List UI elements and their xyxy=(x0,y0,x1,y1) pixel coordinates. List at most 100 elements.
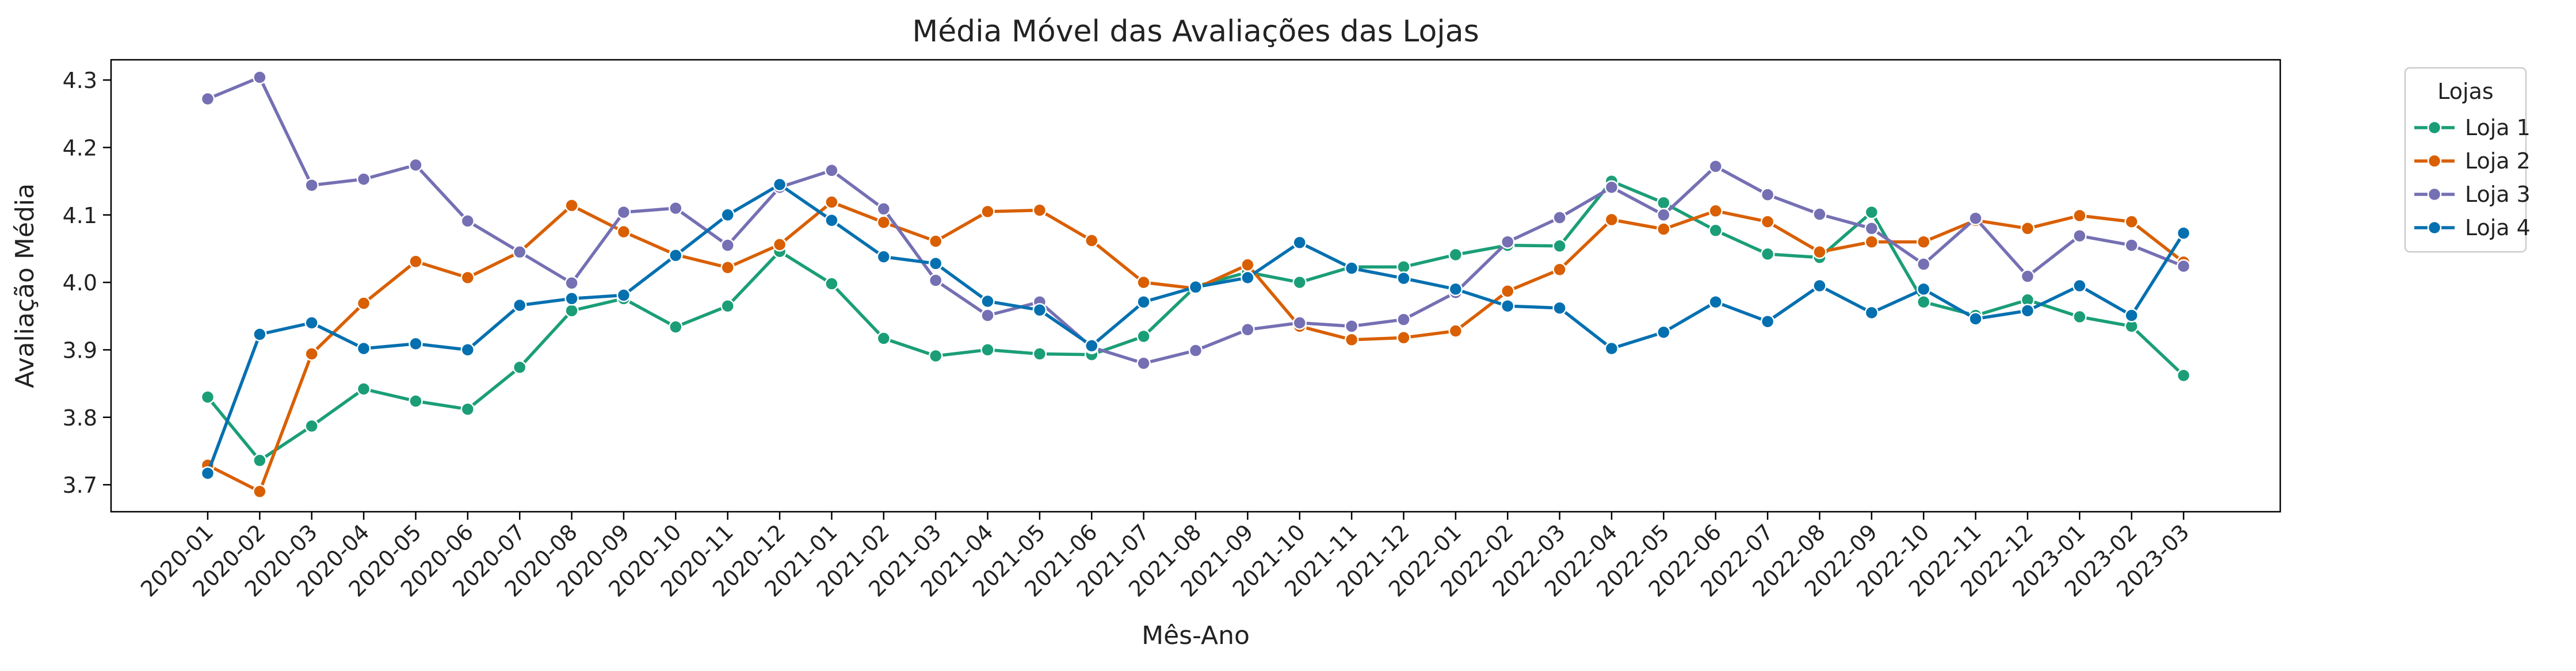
data-point xyxy=(1085,339,1099,353)
data-point xyxy=(200,390,215,404)
data-point xyxy=(1968,312,1983,326)
data-point xyxy=(200,91,215,106)
data-point xyxy=(720,298,735,313)
y-tick-label: 3.9 xyxy=(63,338,97,363)
data-point xyxy=(720,260,735,275)
data-point xyxy=(1292,275,1307,290)
data-point xyxy=(356,172,371,186)
data-point xyxy=(1292,316,1307,330)
legend-label: Loja 4 xyxy=(2465,215,2531,240)
data-point xyxy=(1812,207,1827,221)
y-tick-label: 4.1 xyxy=(63,203,97,228)
legend-swatch-marker xyxy=(2427,187,2442,202)
data-point xyxy=(669,248,683,263)
data-point xyxy=(1708,223,1723,238)
data-point xyxy=(1136,294,1151,309)
data-point xyxy=(253,327,267,342)
legend-swatch-marker xyxy=(2427,220,2442,235)
data-point xyxy=(825,163,839,178)
data-point xyxy=(1657,208,1671,223)
data-point xyxy=(512,298,527,313)
data-point xyxy=(2124,238,2139,252)
y-tick-label: 4.3 xyxy=(63,68,97,93)
data-point xyxy=(1136,275,1151,290)
data-point xyxy=(1396,271,1411,286)
data-point xyxy=(304,419,319,434)
data-point xyxy=(1500,235,1515,249)
data-point xyxy=(825,195,839,209)
data-point xyxy=(1448,282,1463,297)
data-point xyxy=(1448,247,1463,262)
data-point xyxy=(1708,294,1723,309)
data-point xyxy=(512,245,527,259)
data-point xyxy=(1604,180,1619,194)
legend-title: Lojas xyxy=(2437,79,2493,104)
data-point xyxy=(1657,222,1671,236)
data-point xyxy=(1136,356,1151,371)
data-point xyxy=(980,308,995,323)
data-point xyxy=(1968,211,1983,225)
legend-item: Loja 1 xyxy=(2414,115,2531,140)
data-point xyxy=(409,336,423,351)
data-point xyxy=(980,343,995,357)
data-point xyxy=(1188,343,1203,358)
legend-item: Loja 2 xyxy=(2414,148,2531,174)
data-point xyxy=(1760,187,1775,202)
data-point xyxy=(669,201,683,216)
data-point xyxy=(1396,312,1411,327)
data-point xyxy=(616,224,631,239)
data-point xyxy=(1241,258,1255,272)
data-point xyxy=(1552,239,1567,254)
data-point xyxy=(356,382,371,396)
data-point xyxy=(616,288,631,302)
data-point xyxy=(2073,208,2087,223)
data-point xyxy=(564,292,579,306)
data-point xyxy=(876,202,891,216)
series-3 xyxy=(200,70,2191,371)
data-point xyxy=(876,215,891,229)
legend-swatch-marker xyxy=(2427,154,2442,168)
data-point xyxy=(1864,221,1879,236)
data-point xyxy=(2124,214,2139,229)
data-point xyxy=(1916,294,1931,309)
data-point xyxy=(1552,210,1567,225)
series-4 xyxy=(200,177,2191,481)
legend-item: Loja 4 xyxy=(2414,215,2531,240)
data-point xyxy=(1604,341,1619,356)
data-point xyxy=(876,331,891,346)
data-point xyxy=(1292,235,1307,250)
legend-label: Loja 3 xyxy=(2465,182,2531,207)
data-point xyxy=(1500,284,1515,298)
data-point xyxy=(2073,228,2087,243)
data-point xyxy=(772,237,787,252)
data-point xyxy=(616,205,631,220)
legend-box xyxy=(2404,67,2527,253)
data-point xyxy=(564,304,579,318)
data-point xyxy=(825,277,839,291)
data-point xyxy=(1396,331,1411,345)
data-point xyxy=(2073,309,2087,324)
data-point xyxy=(1552,262,1567,277)
data-point xyxy=(980,204,995,219)
data-point xyxy=(1864,305,1879,320)
data-point xyxy=(2020,304,2035,318)
data-point xyxy=(409,254,423,269)
y-tick-label: 3.8 xyxy=(63,405,97,431)
data-point xyxy=(1760,247,1775,262)
data-point xyxy=(1136,329,1151,344)
x-axis-label: Mês-Ano xyxy=(1142,621,1250,650)
data-point xyxy=(1812,278,1827,293)
data-point xyxy=(564,198,579,213)
data-point xyxy=(2020,269,2035,283)
data-point xyxy=(460,343,475,357)
data-point xyxy=(2176,226,2191,240)
data-point xyxy=(980,294,995,309)
data-point xyxy=(1657,325,1671,340)
data-point xyxy=(825,213,839,228)
series-group xyxy=(200,70,2191,499)
data-point xyxy=(564,276,579,290)
legend-label: Loja 1 xyxy=(2465,115,2531,140)
data-point xyxy=(1448,324,1463,338)
